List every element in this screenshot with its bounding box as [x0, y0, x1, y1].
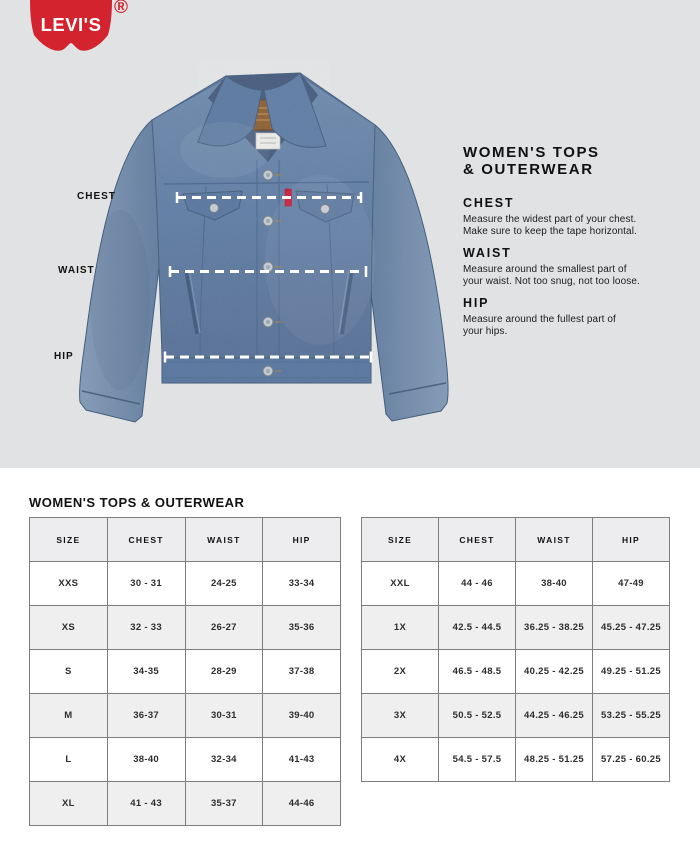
chest-instructions: CHEST Measure the widest part of your ch…	[463, 196, 673, 237]
size-cell: XXS	[29, 561, 108, 606]
size-cell: 48.25 - 51.25	[515, 737, 593, 782]
measurement-line-hip	[163, 351, 373, 363]
size-cell: M	[29, 693, 108, 738]
size-cell: 38-40	[106, 737, 186, 782]
table-header-row: SIZE CHEST WAIST HIP	[29, 517, 341, 562]
table-row: 2X 46.5 - 48.5 40.25 - 42.25 49.25 - 51.25	[361, 649, 670, 694]
hip-instructions: HIP Measure around the fullest part of y…	[463, 296, 673, 337]
size-cell: 36.25 - 38.25	[515, 605, 593, 650]
hip-heading: HIP	[463, 296, 490, 310]
table-row: S 34-35 28-29 37-38	[29, 649, 341, 694]
size-cell: 30-31	[184, 693, 264, 738]
denim-jacket-image	[79, 58, 449, 423]
waist-heading: WAIST	[463, 246, 512, 260]
size-cell: 34-35	[106, 649, 186, 694]
chest-copy-line1: Measure the widest part of your chest.	[463, 214, 637, 225]
size-cell: 50.5 - 52.5	[438, 693, 516, 738]
size-cell: 44 - 46	[438, 561, 516, 606]
hero-section: LEVI'S ®	[0, 0, 700, 468]
size-cell: 45.25 - 47.25	[592, 605, 670, 650]
waist-measure-label: WAIST	[58, 265, 95, 276]
table-row: XS 32 - 33 26-27 35-36	[29, 605, 341, 650]
table-row: XXS 30 - 31 24-25 33-34	[29, 561, 341, 606]
size-cell: 40.25 - 42.25	[515, 649, 593, 694]
size-cell: 39-40	[262, 693, 341, 738]
size-cell: 49.25 - 51.25	[592, 649, 670, 694]
size-cell: 44-46	[262, 781, 341, 826]
waist-copy-line1: Measure around the smallest part of	[463, 264, 627, 275]
denim-texture	[79, 58, 449, 422]
waist-instructions: WAIST Measure around the smallest part o…	[463, 246, 673, 287]
size-cell: 2X	[361, 649, 439, 694]
size-cell: 4X	[361, 737, 439, 782]
size-table-standard: SIZE CHEST WAIST HIP XXS 30 - 31 24-25 33-34 XS…	[29, 517, 341, 826]
size-cell: 28-29	[184, 649, 264, 694]
table-row: L 38-40 32-34 41-43	[29, 737, 341, 782]
table-row: M 36-37 30-31 39-40	[29, 693, 341, 738]
column-header: CHEST	[106, 517, 186, 562]
levis-logo: LEVI'S ®	[28, 0, 140, 60]
hip-copy-line2: your hips.	[463, 325, 508, 337]
size-cell: S	[29, 649, 108, 694]
size-cell: 42.5 - 44.5	[438, 605, 516, 650]
size-cell: 54.5 - 57.5	[438, 737, 516, 782]
hip-copy-line1: Measure around the fullest part of	[463, 314, 616, 325]
table-row: XL 41 - 43 35-37 44-46	[29, 781, 341, 826]
waist-copy-line2: your waist. Not too snug, not too loose.	[463, 275, 640, 287]
size-cell: 26-27	[184, 605, 264, 650]
size-cell: 33-34	[262, 561, 341, 606]
size-cell: 24-25	[184, 561, 264, 606]
size-cell: 3X	[361, 693, 439, 738]
size-chart-heading: WOMEN'S TOPS & OUTERWEAR	[29, 495, 245, 510]
size-cell: 35-36	[262, 605, 341, 650]
size-cell: 47-49	[592, 561, 670, 606]
measurement-line-waist	[168, 266, 368, 277]
size-cell: 32 - 33	[106, 605, 186, 650]
table-row: 4X 54.5 - 57.5 48.25 - 51.25 57.25 - 60.25	[361, 737, 670, 782]
size-cell: 30 - 31	[106, 561, 186, 606]
levis-batwing-icon: LEVI'S	[30, 0, 112, 51]
size-cell: 53.25 - 55.25	[592, 693, 670, 738]
size-cell: 41-43	[262, 737, 341, 782]
hero-title: WOMEN'S TOPS & OUTERWEAR	[463, 144, 673, 178]
size-cell: 38-40	[515, 561, 593, 606]
size-cell: 46.5 - 48.5	[438, 649, 516, 694]
size-cell: 32-34	[184, 737, 264, 782]
registered-trademark-icon: ®	[114, 0, 128, 18]
size-cell: XL	[29, 781, 108, 826]
column-header: HIP	[592, 517, 670, 562]
hero-title-line1: WOMEN'S TOPS	[463, 144, 600, 161]
logo-wordmark: LEVI'S	[41, 14, 102, 35]
size-cell: 37-38	[262, 649, 341, 694]
table-header-row: SIZE CHEST WAIST HIP	[361, 517, 670, 562]
column-header: SIZE	[29, 517, 108, 562]
table-row: 1X 42.5 - 44.5 36.25 - 38.25 45.25 - 47.25	[361, 605, 670, 650]
column-header: WAIST	[515, 517, 593, 562]
measurement-line-chest	[175, 192, 363, 203]
chest-copy-line2: Make sure to keep the tape horizontal.	[463, 225, 637, 237]
chest-measure-label: CHEST	[77, 191, 116, 202]
table-row: XXL 44 - 46 38-40 47-49	[361, 561, 670, 606]
column-header: CHEST	[438, 517, 516, 562]
size-cell: 1X	[361, 605, 439, 650]
size-cell: 44.25 - 46.25	[515, 693, 593, 738]
column-header: SIZE	[361, 517, 439, 562]
measurement-lines	[163, 192, 373, 363]
size-cell: 57.25 - 60.25	[592, 737, 670, 782]
column-header: HIP	[262, 517, 341, 562]
size-cell: 36-37	[106, 693, 186, 738]
size-table-plus: SIZE CHEST WAIST HIP XXL 44 - 46 38-40 47-49 1X…	[361, 517, 670, 782]
size-cell: 35-37	[184, 781, 264, 826]
size-cell: L	[29, 737, 108, 782]
hero-text-block: WOMEN'S TOPS & OUTERWEAR CHEST Measure t…	[463, 144, 673, 346]
size-cell: XXL	[361, 561, 439, 606]
hip-measure-label: HIP	[54, 351, 74, 362]
size-cell: 41 - 43	[106, 781, 186, 826]
hero-title-line2: & OUTERWEAR	[463, 161, 594, 178]
size-cell: XS	[29, 605, 108, 650]
chest-heading: CHEST	[463, 196, 515, 210]
table-row: 3X 50.5 - 52.5 44.25 - 46.25 53.25 - 55.25	[361, 693, 670, 738]
column-header: WAIST	[184, 517, 264, 562]
